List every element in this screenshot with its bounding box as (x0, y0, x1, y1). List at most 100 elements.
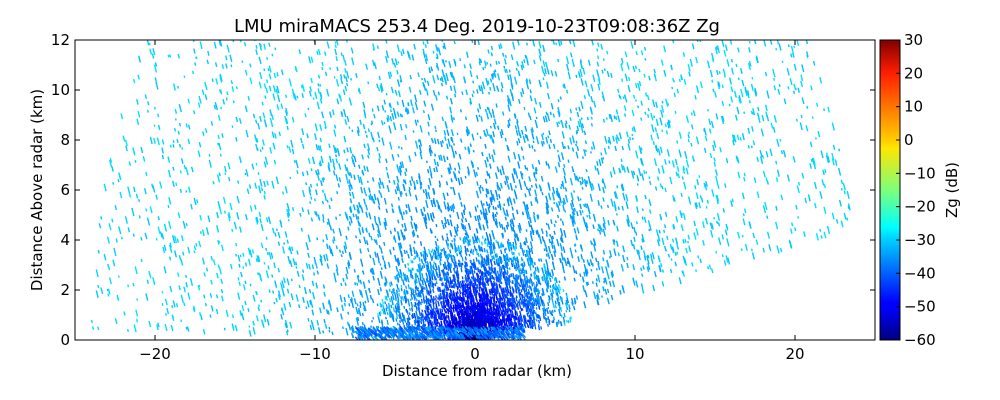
radar-echo (232, 100, 235, 104)
radar-echo (533, 59, 536, 65)
radar-echo (328, 326, 331, 330)
radar-echo (336, 66, 339, 72)
radar-echo (712, 144, 715, 152)
radar-echo (212, 0, 213, 3)
radar-echo (602, 97, 606, 102)
radar-echo (847, 205, 850, 210)
radar-echo (156, 324, 159, 331)
radar-echo (512, 243, 515, 250)
radar-echo (107, 263, 110, 267)
radar-echo (675, 216, 679, 223)
radar-echo (582, 278, 585, 283)
radar-echo (546, 113, 551, 122)
radar-echo (326, 263, 330, 269)
radar-echo (169, 244, 173, 253)
radar-echo (721, 40, 725, 47)
radar-echo (378, 190, 381, 194)
radar-echo (489, 112, 493, 118)
radar-echo (827, 106, 830, 113)
radar-echo (586, 281, 590, 286)
radar-echo (371, 177, 375, 182)
radar-echo (424, 44, 427, 48)
radar-echo (478, 61, 481, 66)
radar-echo (715, 45, 719, 50)
radar-echo (408, 155, 412, 163)
radar-echo (606, 260, 610, 268)
radar-echo (593, 291, 597, 300)
radar-echo (695, 269, 697, 272)
radar-echo (518, 222, 522, 231)
radar-echo (374, 10, 375, 15)
radar-echo (688, 245, 692, 253)
radar-echo (796, 185, 800, 194)
radar-echo (378, 231, 381, 235)
radar-echo (551, 261, 555, 265)
radar-echo (579, 180, 582, 186)
radar-echo (295, 294, 299, 302)
radar-echo (219, 40, 223, 47)
radar-echo (831, 122, 835, 131)
radar-echo (469, 250, 472, 254)
radar-echo (209, 293, 213, 298)
radar-echo (267, 265, 270, 270)
radar-echo (485, 77, 489, 86)
radar-echo (293, 160, 296, 164)
radar-echo (687, 196, 692, 205)
radar-echo (640, 147, 643, 151)
radar-echo (537, 12, 538, 16)
radar-echo (626, 262, 629, 269)
radar-echo (503, 227, 507, 233)
radar-echo (551, 192, 555, 201)
radar-echo (505, 289, 509, 297)
radar-echo (376, 252, 380, 261)
radar-echo (295, 266, 298, 269)
radar-echo (266, 318, 270, 326)
radar-echo (519, 245, 522, 250)
radar-echo (163, 266, 167, 274)
radar-echo (95, 290, 99, 298)
radar-echo (678, 131, 682, 139)
radar-echo (656, 239, 660, 247)
radar-echo (217, 114, 221, 121)
radar-echo (310, 9, 311, 12)
radar-echo (355, 214, 358, 220)
radar-echo (476, 215, 480, 223)
radar-echo (467, 272, 471, 280)
radar-echo (378, 75, 381, 81)
radar-echo (473, 169, 477, 178)
radar-echo (632, 65, 636, 73)
radar-echo (339, 294, 343, 303)
radar-echo (97, 249, 100, 254)
radar-echo (367, 6, 368, 10)
radar-echo (453, 40, 456, 45)
radar-echo (755, 239, 759, 245)
radar-echo (317, 83, 320, 87)
radar-echo (401, 318, 404, 323)
radar-echo (691, 262, 694, 267)
radar-echo (479, 209, 483, 215)
radar-echo (432, 308, 435, 314)
radar-echo (689, 4, 691, 10)
radar-echo (317, 88, 321, 94)
radar-echo (372, 59, 375, 67)
radar-echo (291, 207, 295, 211)
radar-echo (386, 2, 387, 4)
radar-echo (436, 74, 440, 81)
radar-echo (399, 161, 403, 169)
radar-echo (545, 222, 548, 226)
radar-echo (695, 56, 698, 64)
radar-echo (826, 225, 831, 234)
radar-echo (631, 137, 634, 140)
radar-echo (347, 260, 351, 267)
radar-echo (574, 249, 577, 253)
radar-echo (342, 89, 346, 96)
radar-echo (510, 54, 514, 61)
radar-echo (653, 115, 656, 119)
radar-echo (399, 249, 403, 258)
radar-echo (800, 80, 804, 88)
radar-echo (333, 76, 336, 79)
radar-echo (486, 159, 489, 162)
radar-echo (554, 71, 558, 77)
radar-echo (389, 141, 393, 150)
radar-echo (263, 314, 267, 323)
